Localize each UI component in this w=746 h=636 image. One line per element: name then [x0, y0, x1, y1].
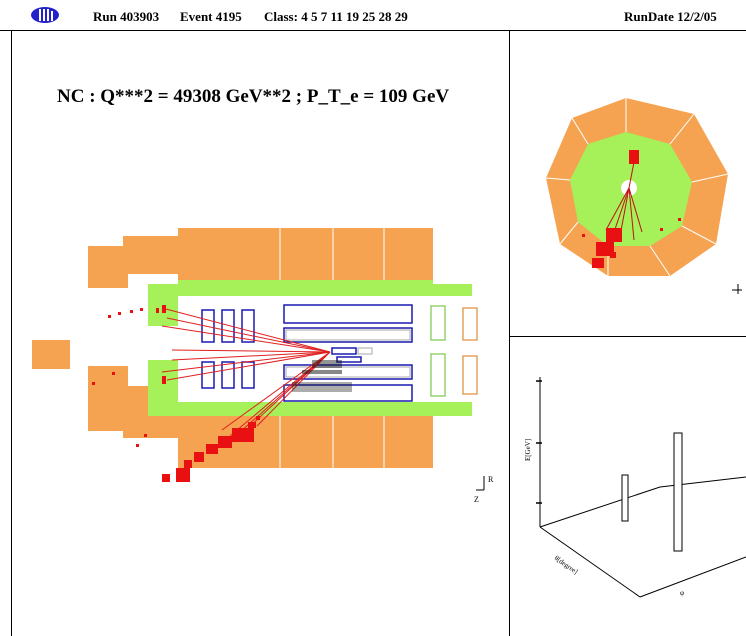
- axis-z-label: Z: [474, 495, 479, 504]
- tracker-hits: [292, 360, 352, 392]
- run-date: RunDate 12/2/05: [624, 9, 717, 24]
- panel-divider-vertical: [509, 31, 510, 636]
- axis-indicator: [476, 476, 485, 491]
- calorimeter-outer-top: [88, 228, 433, 288]
- forward-detectors: [430, 305, 478, 397]
- lego-theta-axis-label: θ[degree]: [553, 554, 579, 576]
- lego-towers: [621, 432, 683, 552]
- calorimeter-outer-bottom: [88, 366, 433, 468]
- radial-view-display: [545, 98, 742, 294]
- h1-logo-icon: [31, 7, 59, 23]
- left-border: [11, 31, 12, 636]
- lego-plot-display: E[GeV] θ[degree] φ: [524, 377, 746, 598]
- event-summary-title: NC : Q***2 = 49308 GeV**2 ; P_T_e = 109 …: [57, 86, 450, 107]
- header-bar: Run 403903 Event 4195 Class: 4 5 7 11 19…: [0, 0, 746, 31]
- side-view-display: Z R: [32, 228, 494, 504]
- lego-energy-axis-label: E[GeV]: [524, 439, 532, 461]
- run-number: Run 403903: [93, 9, 160, 24]
- energy-deposits: [92, 305, 260, 482]
- panel-divider-horizontal: [509, 336, 746, 337]
- lego-phi-axis-label: φ: [680, 589, 684, 597]
- forward-calorimeter: [32, 340, 70, 369]
- event-class: Class: 4 5 7 11 19 25 28 29: [264, 9, 408, 24]
- calorimeter-inner: [148, 280, 472, 416]
- particle-tracks: [161, 307, 331, 437]
- event-number: Event 4195: [180, 9, 242, 24]
- radial-deposits: [582, 150, 681, 268]
- axis-r-label: R: [488, 475, 494, 484]
